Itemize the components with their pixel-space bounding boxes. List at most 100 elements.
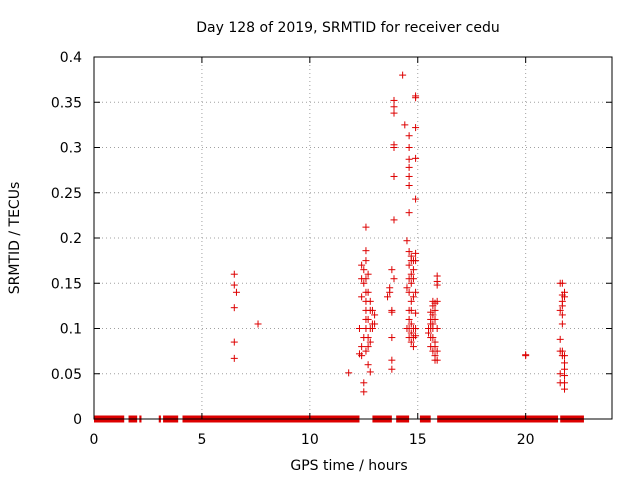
data-point [558, 320, 566, 328]
data-point [433, 356, 441, 364]
data-point [405, 248, 413, 256]
data-point [386, 288, 394, 296]
data-point [254, 320, 262, 328]
y-tick-label: 0 [73, 412, 82, 428]
data-point [412, 257, 420, 265]
data-point [561, 372, 569, 380]
data-point [360, 266, 368, 274]
data-point [358, 352, 366, 360]
data-point [405, 172, 413, 180]
y-tick-label: 0.2 [60, 231, 82, 247]
data-point [409, 293, 417, 301]
data-point [561, 379, 569, 387]
data-point [412, 325, 420, 332]
y-tick-labels: 0 0.05 0.1 0.15 0.2 0.25 0.3 0.35 0.4 [51, 50, 82, 428]
data-point [412, 288, 420, 296]
data-point [407, 329, 415, 337]
data-point [362, 223, 370, 231]
x-tick-labels: 0 5 10 15 20 [90, 432, 535, 448]
data-point [409, 275, 417, 283]
y-tick-label: 0.35 [51, 95, 82, 111]
data-point [364, 288, 372, 296]
data-point [431, 343, 439, 351]
data-point [409, 343, 417, 351]
y-tick-label: 0.4 [60, 50, 82, 66]
data-point [358, 293, 366, 301]
data-point [561, 365, 569, 373]
data-point [230, 338, 238, 346]
data-point [405, 315, 413, 323]
data-point [407, 338, 415, 346]
data-point [431, 315, 439, 323]
data-point [362, 275, 370, 283]
data-point [561, 293, 569, 301]
y-axis-label: SRMTID / TECUs [7, 182, 23, 295]
data-point [388, 334, 396, 342]
data-point [433, 347, 441, 355]
data-point [399, 71, 407, 79]
x-tick-label: 15 [409, 432, 427, 448]
data-point [412, 124, 420, 132]
data-point [522, 352, 530, 360]
data-point [366, 338, 374, 346]
data-point [556, 370, 564, 378]
data-point [412, 249, 420, 257]
data-point [364, 361, 372, 369]
axis-ticks [93, 56, 612, 420]
data-point [371, 320, 379, 328]
data-point [358, 261, 366, 269]
data-point [407, 279, 415, 287]
x-tick-label: 5 [197, 432, 206, 448]
data-point [433, 325, 441, 332]
data-point [366, 368, 374, 376]
data-point [558, 279, 566, 287]
data-point [405, 144, 413, 151]
data-point [409, 266, 417, 274]
chart-title: Day 128 of 2019, SRMTID for receiver ced… [196, 20, 499, 36]
data-point [230, 281, 238, 289]
data-point [362, 247, 370, 255]
data-point [558, 302, 566, 310]
data-point [407, 297, 415, 305]
data-point [345, 369, 353, 377]
data-point [390, 144, 398, 151]
data-point [362, 347, 370, 355]
data-point [360, 379, 368, 387]
x-tick-label: 20 [517, 432, 535, 448]
data-point [558, 311, 566, 319]
data-point [561, 359, 569, 367]
y-tick-label: 0.05 [51, 367, 82, 383]
data-point [360, 279, 368, 287]
data-point [371, 311, 379, 319]
data-point [431, 306, 439, 314]
data-point [388, 365, 396, 373]
data-point [405, 182, 413, 190]
x-tick-label: 0 [90, 432, 99, 448]
data-point [384, 293, 392, 301]
data-point [362, 257, 370, 265]
y-tick-label: 0.25 [51, 186, 82, 202]
data-point [366, 297, 374, 305]
data-point [407, 306, 415, 314]
data-point [368, 306, 376, 314]
y-tick-label: 0.15 [51, 276, 82, 292]
data-point [556, 335, 564, 343]
data-point [405, 163, 413, 171]
data-point [364, 334, 372, 342]
data-point [433, 297, 441, 305]
data-point [405, 132, 413, 140]
data-point [364, 343, 372, 351]
data-point [405, 209, 413, 217]
data-point [561, 385, 569, 393]
data-point [390, 216, 398, 224]
data-point [405, 155, 413, 163]
data-point [407, 270, 415, 278]
y-tick-label: 0.1 [60, 322, 82, 338]
data-point [403, 284, 411, 292]
data-point [364, 315, 372, 323]
data-point [390, 96, 398, 104]
data-point [388, 308, 396, 316]
data-point [429, 334, 437, 342]
data-point [401, 121, 409, 129]
